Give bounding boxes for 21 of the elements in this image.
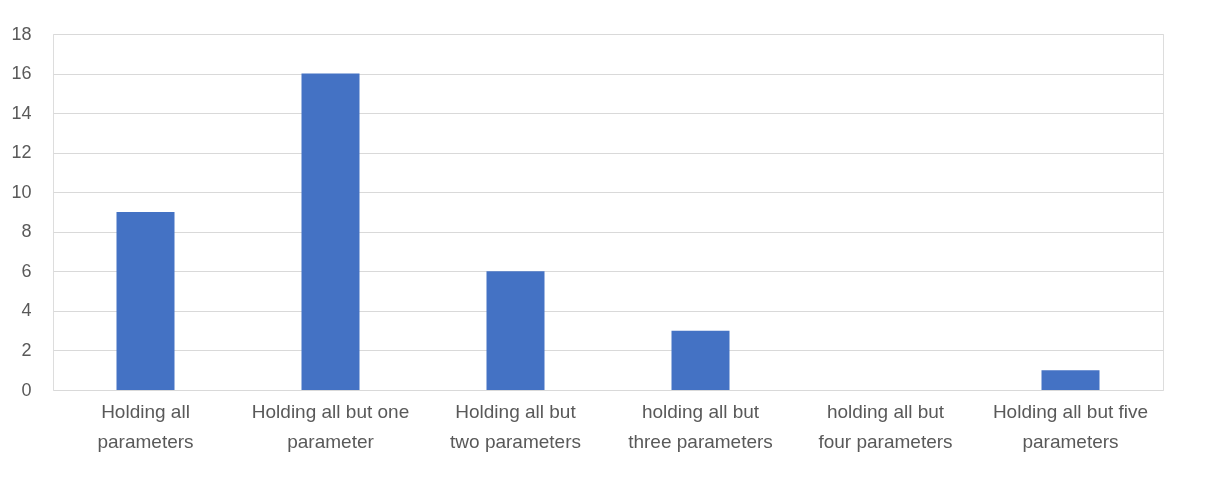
y-tick-label: 4 <box>21 300 32 321</box>
y-tick-label: 14 <box>11 102 32 123</box>
bar <box>116 212 175 390</box>
x-tick-label: Holding all but two parameters <box>450 400 581 452</box>
y-tick-label: 12 <box>11 142 32 163</box>
bar <box>1041 370 1100 390</box>
bar <box>486 271 545 390</box>
x-tick-label: Holding all parameters <box>97 400 194 452</box>
x-tick-label: Holding all but five parameters <box>992 400 1149 452</box>
bar <box>671 330 730 390</box>
x-tick-label: Holding all but one parameter <box>251 400 410 452</box>
bar <box>301 73 360 390</box>
y-tick-label: 10 <box>11 181 32 202</box>
y-tick-label: 16 <box>11 63 32 84</box>
y-tick-label: 6 <box>21 260 32 281</box>
y-tick-label: 8 <box>21 221 32 242</box>
y-tick-label: 18 <box>11 23 32 44</box>
y-tick-label: 2 <box>21 339 32 360</box>
x-tick-label: holding all but three parameters <box>628 400 773 452</box>
y-tick-label: 0 <box>21 379 32 400</box>
x-tick-label: holding all but four parameters <box>818 400 953 452</box>
